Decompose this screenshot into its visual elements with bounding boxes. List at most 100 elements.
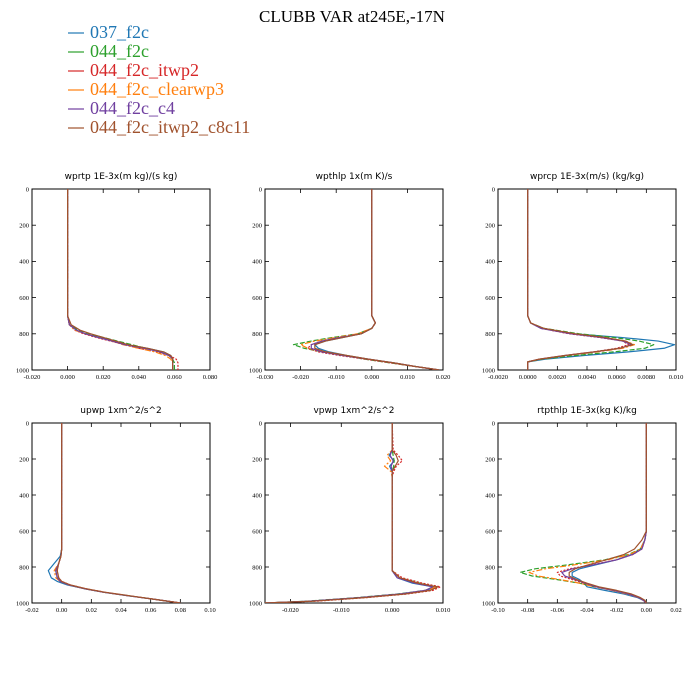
y-tick-label: 800	[485, 331, 495, 338]
plot-frame	[31, 188, 211, 371]
x-tick-label: 0.0000	[519, 374, 537, 381]
y-tick-label: 400	[19, 492, 29, 499]
x-tick-label: 0.000	[385, 607, 400, 614]
panel-title: rtpthlp 1E-3x(kg K)/kg	[537, 406, 637, 416]
series-line-044_f2c_itwp2_c8c11	[314, 189, 440, 370]
series-line-037_f2c	[265, 423, 434, 603]
x-tick-label: -0.010	[333, 607, 350, 614]
y-tick-label: 200	[252, 456, 262, 463]
x-tick-label: 0.010	[400, 374, 415, 381]
series-line-044_f2c_itwp2	[265, 423, 442, 603]
y-tick-label: 800	[252, 331, 262, 338]
y-tick-label: 600	[485, 528, 495, 535]
series-line-044_f2c_itwp2	[56, 423, 181, 603]
y-tick-label: 800	[252, 564, 262, 571]
y-tick-label: 600	[485, 295, 495, 302]
panels: wprtp 1E-3x(m kg)/(s kg) 0 200 400 600 800 100…	[16, 172, 683, 614]
y-tick-label: 200	[19, 456, 29, 463]
y-tick-label: 1000	[16, 600, 29, 607]
x-tick-label: 0.020	[436, 374, 451, 381]
panel-3: wprcp 1E-3x(m/s) (kg/kg) 0 200 400 600 800 100…	[482, 172, 683, 381]
series-line-044_f2c_itwp2_c8c11	[568, 423, 647, 603]
legend-label-044_f2c_clearwp3: 044_f2c_clearwp3	[90, 79, 224, 99]
x-tick-label: 0.080	[203, 374, 218, 381]
x-tick-label: -0.02	[610, 607, 624, 614]
y-tick-label: 0	[492, 420, 495, 427]
series-group	[47, 423, 181, 603]
panel-5: vpwp 1xm^2/s^2 0 200 400 600 800 1000 -0.020 -0.…	[249, 406, 450, 614]
y-tick-label: 600	[19, 295, 29, 302]
series-line-044_f2c_itwp2_c8c11	[527, 189, 634, 370]
x-tick-label: -0.020	[282, 607, 299, 614]
x-tick-label: -0.10	[491, 607, 505, 614]
x-tick-label: 0.02	[86, 607, 97, 614]
figure-title: CLUBB VAR at245E,-17N	[259, 7, 445, 26]
legend-label-044_f2c: 044_f2c	[90, 41, 149, 61]
y-tick-label: 0	[26, 420, 29, 427]
legend-label-044_f2c_itwp2_c8c11: 044_f2c_itwp2_c8c11	[90, 117, 250, 137]
series-line-037_f2c	[314, 189, 440, 370]
panel-title: wprtp 1E-3x(m kg)/(s kg)	[65, 172, 178, 182]
series-line-037_f2c	[571, 423, 647, 603]
x-tick-label: -0.020	[292, 374, 309, 381]
y-tick-label: 600	[19, 528, 29, 535]
series-line-044_f2c_c4	[310, 189, 440, 370]
plot-frame	[264, 422, 444, 604]
x-tick-label: 0.08	[175, 607, 186, 614]
x-tick-label: 0.000	[60, 374, 75, 381]
series-line-044_f2c_c4	[55, 423, 181, 603]
series-line-037_f2c	[527, 189, 676, 370]
series-line-044_f2c	[55, 423, 181, 603]
series-line-044_f2c_itwp2	[307, 189, 440, 370]
plot-frame	[497, 188, 677, 371]
panel-2: wpthlp 1x(m K)/s 0 200 400 600 800 1000-0.030 -…	[249, 172, 450, 381]
x-tick-label: 0.010	[436, 607, 451, 614]
plot-frame	[497, 422, 677, 604]
x-tick-label: -0.04	[580, 607, 594, 614]
x-tick-label: 0.010	[669, 374, 684, 381]
series-group	[292, 189, 440, 370]
x-tick-label: 0.020	[96, 374, 111, 381]
series-group	[527, 189, 676, 370]
series-line-044_f2c_itwp2_c8c11	[56, 423, 181, 603]
y-tick-label: 200	[485, 456, 495, 463]
series-line-044_f2c_clearwp3	[528, 423, 647, 603]
series-group	[66, 189, 179, 370]
panel-title: vpwp 1xm^2/s^2	[313, 406, 394, 416]
y-tick-label: 1000	[482, 367, 495, 374]
x-tick-label: 0.0060	[608, 374, 626, 381]
x-tick-label: 0.06	[145, 607, 157, 614]
x-tick-label: 0.02	[670, 607, 681, 614]
series-line-044_f2c	[265, 423, 436, 603]
x-tick-label: -0.0020	[488, 374, 508, 381]
legend-label-044_f2c_c4: 044_f2c_c4	[90, 98, 175, 118]
series-line-044_f2c_itwp2	[527, 189, 630, 370]
y-tick-label: 1000	[482, 600, 495, 607]
legend-label-044_f2c_itwp2: 044_f2c_itwp2	[90, 60, 199, 80]
x-tick-label: 0.000	[364, 374, 379, 381]
series-line-044_f2c_itwp2_c8c11	[265, 423, 439, 603]
y-tick-label: 0	[26, 186, 29, 193]
x-tick-label: 0.0040	[578, 374, 596, 381]
panel-1: wprtp 1E-3x(m kg)/(s kg) 0 200 400 600 800 100…	[16, 172, 217, 381]
x-tick-label: 0.0080	[637, 374, 655, 381]
y-tick-label: 0	[259, 420, 262, 427]
y-tick-label: 400	[19, 259, 29, 266]
y-tick-label: 800	[19, 331, 29, 338]
x-tick-label: -0.020	[24, 374, 41, 381]
legend: 037_f2c044_f2c044_f2c_itwp2044_f2c_clear…	[68, 22, 250, 137]
y-tick-label: 600	[252, 528, 262, 535]
y-tick-label: 200	[485, 223, 495, 230]
y-tick-label: 800	[485, 564, 495, 571]
series-line-044_f2c_clearwp3	[53, 423, 181, 603]
y-tick-label: 1000	[249, 367, 262, 374]
panel-6: rtpthlp 1E-3x(kg K)/kg02004006008001000-…	[482, 406, 682, 614]
y-tick-label: 0	[492, 186, 495, 193]
series-line-044_f2c_itwp2_c8c11	[66, 189, 174, 370]
x-tick-label: 0.060	[167, 374, 182, 381]
series-line-044_f2c_c4	[265, 423, 434, 603]
y-tick-label: 400	[252, 492, 262, 499]
y-tick-label: 200	[19, 223, 29, 230]
series-line-037_f2c	[47, 423, 181, 603]
